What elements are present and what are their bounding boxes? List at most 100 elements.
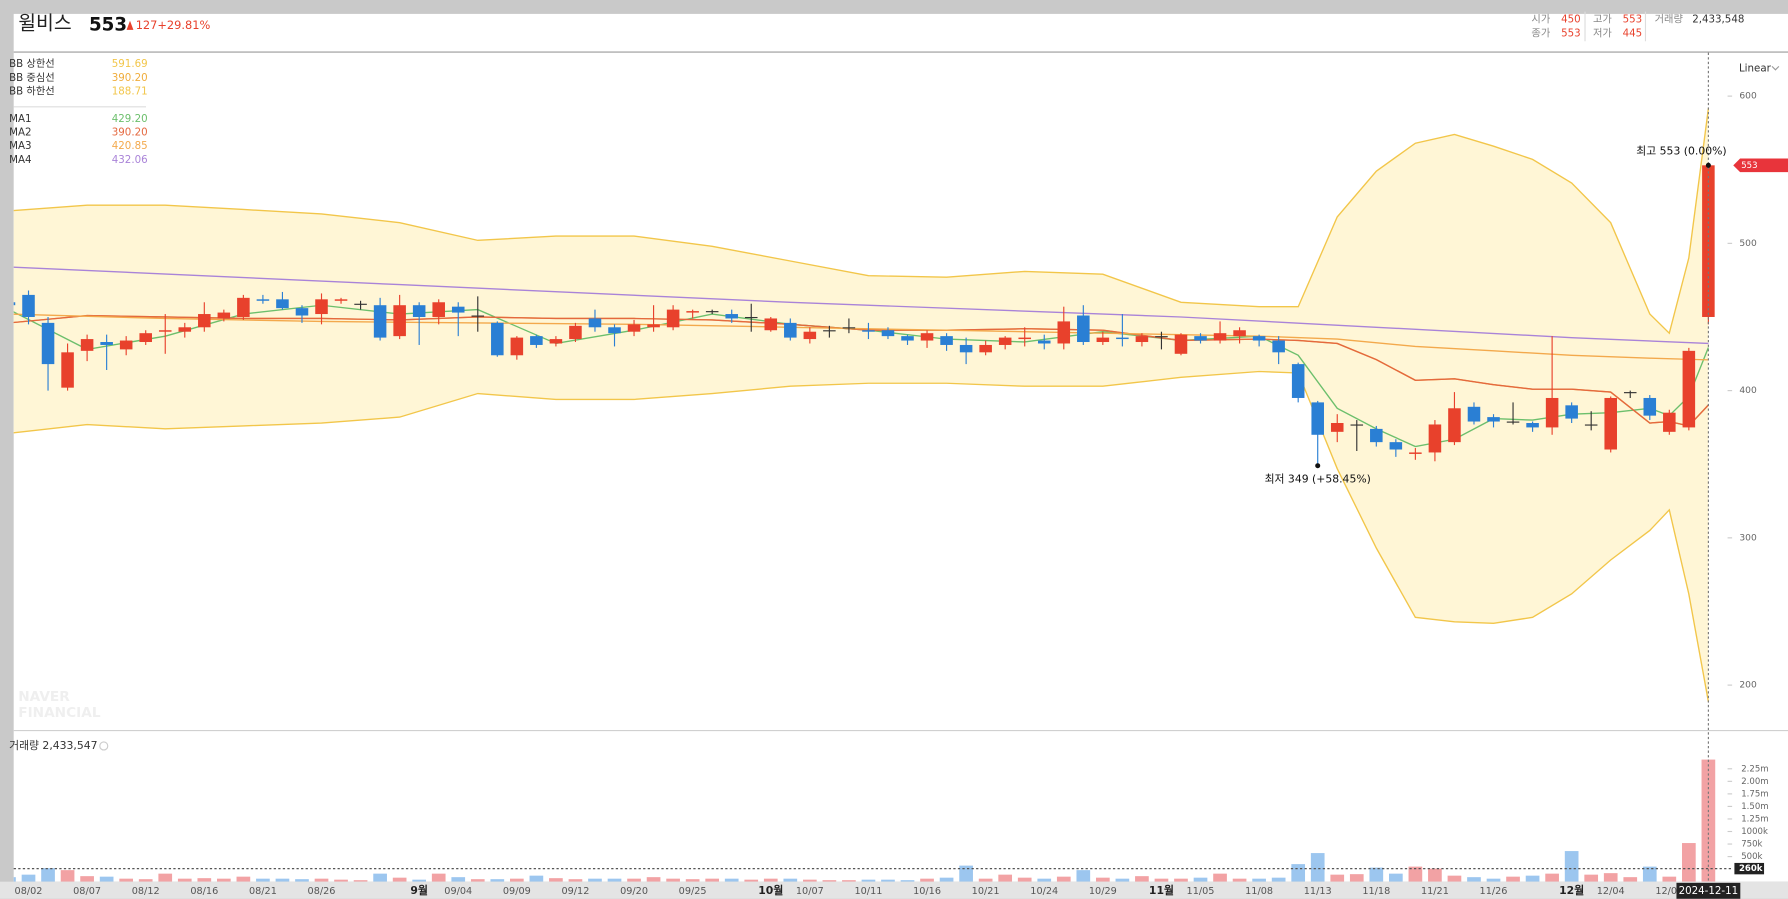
legend-value: 390.20 bbox=[112, 72, 148, 84]
volume-bar bbox=[334, 879, 348, 882]
legend-name: BB 상한선 bbox=[9, 58, 55, 70]
volume-tick-label: 2.25m bbox=[1741, 764, 1768, 774]
annotation: 최고 553 (0.00%) bbox=[1636, 145, 1726, 158]
volume-bar bbox=[1623, 877, 1638, 882]
volume-bar bbox=[763, 878, 778, 882]
candle-body bbox=[1116, 337, 1129, 340]
legend-name: BB 하한선 bbox=[9, 84, 55, 97]
x-axis-strip bbox=[0, 881, 1788, 899]
volume-bar bbox=[783, 878, 798, 882]
x-tick-label: 10/16 bbox=[913, 886, 941, 897]
candle-body bbox=[1037, 340, 1051, 344]
volume-bar bbox=[353, 880, 368, 882]
candle-body bbox=[608, 327, 621, 334]
candle-body bbox=[549, 339, 563, 344]
volume-bar bbox=[1447, 875, 1462, 882]
x-tick-label: 10월 bbox=[758, 883, 783, 897]
volume-bar bbox=[80, 876, 94, 882]
volume-bar bbox=[744, 879, 759, 882]
volume-bar bbox=[822, 880, 837, 882]
volume-bar bbox=[1408, 866, 1423, 882]
volume-tick-label: 750k bbox=[1741, 840, 1762, 850]
x-tick-label: 08/07 bbox=[73, 886, 101, 897]
legend-name: MA3 bbox=[9, 140, 31, 152]
candle-body bbox=[1057, 321, 1071, 344]
legend-value: 432.06 bbox=[112, 154, 148, 166]
volume-bar bbox=[568, 879, 583, 882]
candle-body bbox=[1506, 421, 1520, 423]
volume-bar bbox=[959, 865, 973, 882]
candle-body bbox=[295, 308, 309, 316]
volume-bar bbox=[1154, 878, 1169, 882]
volume-bar bbox=[99, 876, 114, 882]
volume-tick-label: 500k bbox=[1741, 852, 1762, 862]
scale-chevron[interactable] bbox=[1771, 65, 1780, 71]
overlay-line bbox=[13, 108, 1710, 335]
volume-bar bbox=[1662, 876, 1677, 882]
y-tick-label: 300 bbox=[1739, 533, 1757, 543]
candle-body bbox=[784, 322, 797, 338]
volume-bar bbox=[197, 878, 212, 882]
candle-body bbox=[1565, 405, 1578, 419]
candle-body bbox=[237, 297, 250, 317]
candle-body bbox=[764, 318, 778, 331]
candle-body bbox=[471, 315, 485, 317]
x-tick-label: 10/11 bbox=[854, 886, 882, 897]
candle-body bbox=[61, 352, 74, 388]
candle-body bbox=[1272, 340, 1285, 353]
scale-selector[interactable]: Linear bbox=[1739, 63, 1772, 75]
volume-bar bbox=[13, 877, 16, 882]
volume-bar bbox=[275, 878, 290, 882]
candle-body bbox=[979, 344, 992, 353]
settings-icon[interactable] bbox=[99, 741, 109, 751]
volume-bar bbox=[900, 880, 915, 882]
candle-body bbox=[119, 340, 133, 350]
candle-body bbox=[842, 327, 856, 329]
up-arrow bbox=[126, 20, 134, 30]
candle-body bbox=[1350, 424, 1364, 426]
volume-bar bbox=[1525, 875, 1540, 882]
volume-bar bbox=[1603, 873, 1618, 882]
volume-bar bbox=[236, 876, 251, 882]
volume-bar bbox=[1642, 866, 1657, 882]
legend-name: BB 중심선 bbox=[9, 72, 55, 84]
candle-body bbox=[334, 299, 348, 301]
legend-value: 390.20 bbox=[112, 126, 148, 138]
volume-bar bbox=[998, 874, 1013, 882]
candle-body bbox=[588, 318, 602, 328]
candle-body bbox=[1409, 452, 1422, 454]
volume-tick-label: 2.00m bbox=[1741, 777, 1768, 787]
x-tick-label: 12월 bbox=[1559, 883, 1584, 897]
annotation-dot bbox=[1705, 162, 1711, 168]
stock-price: 553 bbox=[89, 14, 127, 35]
candle-body bbox=[725, 314, 738, 319]
candle-body bbox=[647, 324, 660, 328]
candle-body bbox=[139, 333, 152, 343]
volume-bar bbox=[21, 874, 36, 882]
crosshair-date-box bbox=[1676, 882, 1741, 899]
volume-bar bbox=[138, 879, 153, 882]
candle-body bbox=[1213, 333, 1227, 341]
volume-bar bbox=[705, 878, 720, 882]
watermark: NAVER bbox=[18, 689, 70, 705]
x-tick-label: 9월 bbox=[410, 883, 428, 897]
x-tick-label: 12/09 bbox=[1655, 886, 1683, 897]
candle-body bbox=[1526, 423, 1539, 428]
candle-body bbox=[1663, 412, 1676, 432]
candle-body bbox=[1155, 336, 1168, 338]
candle-body bbox=[666, 309, 680, 328]
candle-body bbox=[1623, 392, 1637, 394]
annotation-dot bbox=[1315, 463, 1321, 469]
stat-value: 553 bbox=[1623, 14, 1643, 26]
x-tick-label: 08/26 bbox=[308, 886, 336, 897]
x-tick-label: 11/05 bbox=[1187, 886, 1215, 897]
volume-bar bbox=[1506, 876, 1520, 882]
stat-value: 2,433,548 bbox=[1692, 14, 1744, 26]
x-tick-label: 09/04 bbox=[444, 886, 472, 897]
stat-label: 저가 bbox=[1593, 27, 1612, 39]
volume-bar bbox=[490, 879, 505, 882]
volume-tick-label: 1.25m bbox=[1741, 814, 1768, 824]
candle-body bbox=[80, 339, 94, 351]
volume-bar bbox=[1115, 878, 1130, 882]
